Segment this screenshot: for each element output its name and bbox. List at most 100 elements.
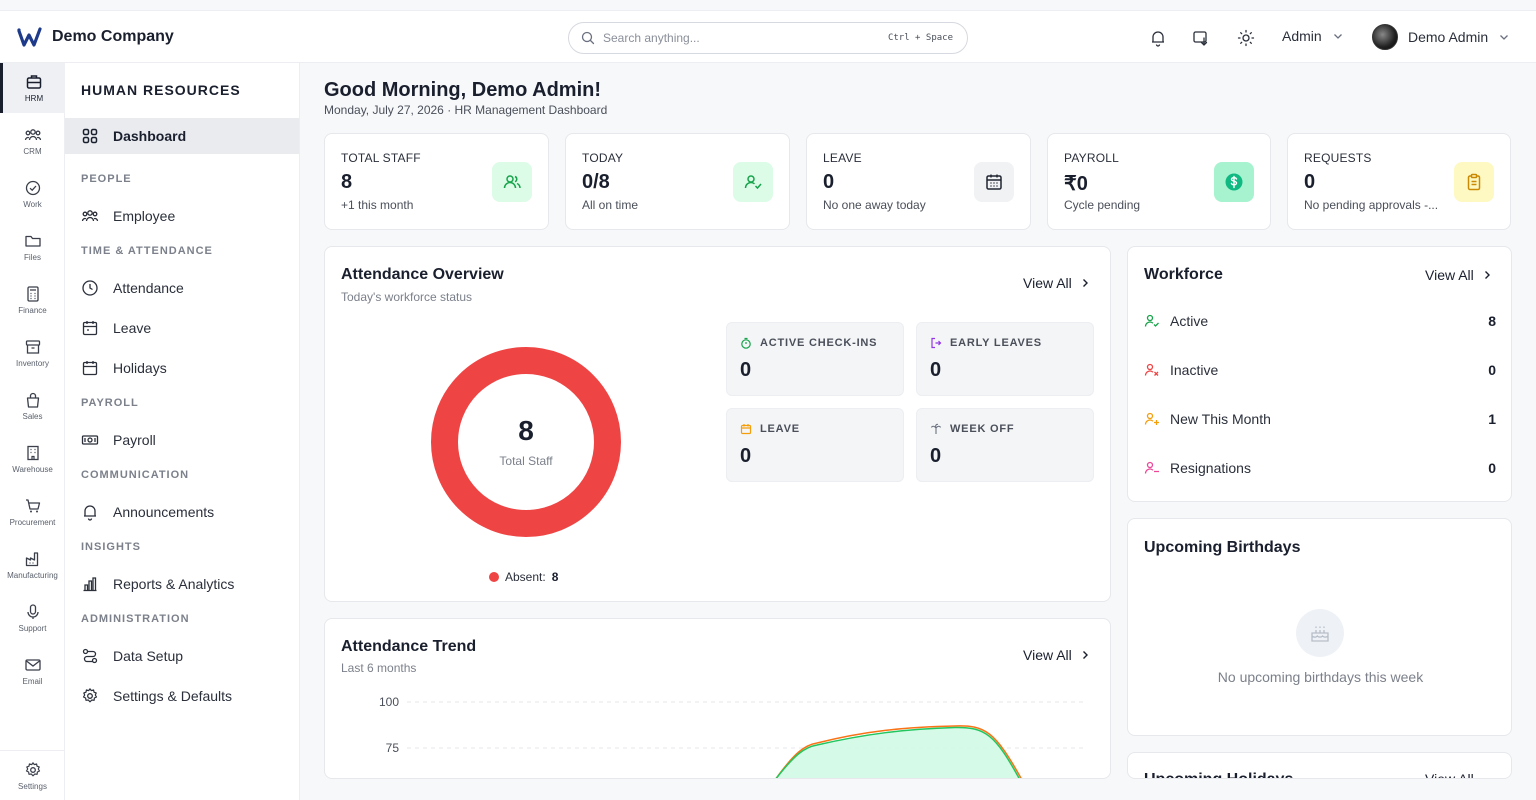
calendar-icon	[82, 321, 98, 336]
tile-value: 0	[740, 359, 752, 381]
stat-value: 0	[1304, 171, 1316, 193]
stat-label: LEAVE	[823, 151, 862, 165]
cake-icon	[1296, 609, 1344, 657]
workforce-row-resignations[interactable]: Resignations 0	[1144, 456, 1496, 480]
search-icon	[581, 31, 595, 45]
rail-label: Work	[23, 200, 42, 209]
sidebar-item-leave[interactable]: Leave	[65, 310, 299, 346]
rail-item-settings[interactable]: Settings	[0, 751, 65, 800]
chevron-down-icon	[1333, 34, 1342, 39]
tile-active-checkins[interactable]: ACTIVE CHECK-INS 0	[726, 322, 904, 396]
empty-state-text: No upcoming birthdays this week	[1217, 669, 1424, 685]
sidebar-item-announcements[interactable]: Announcements	[65, 494, 299, 530]
view-all-label: View All	[1425, 267, 1474, 283]
stopwatch-icon	[741, 337, 751, 349]
sidebar-item-reports[interactable]: Reports & Analytics	[65, 566, 299, 602]
stat-card-payroll[interactable]: PAYROLL ₹0 Cycle pending	[1047, 133, 1271, 230]
section-people: PEOPLE	[81, 173, 132, 185]
workforce-row-active[interactable]: Active 8	[1144, 309, 1496, 333]
card-title: Upcoming Birthdays	[1144, 539, 1301, 556]
sidebar-item-label: Data Setup	[113, 648, 184, 664]
banknote-icon	[81, 435, 99, 445]
tile-week-off[interactable]: WEEK OFF 0	[916, 408, 1094, 482]
rail-item-email[interactable]: Email	[0, 646, 65, 696]
workforce-label: Resignations	[1170, 460, 1251, 476]
workforce-row-new[interactable]: New This Month 1	[1144, 407, 1496, 431]
section-communication: COMMUNICATION	[81, 469, 190, 481]
stat-card-today[interactable]: TODAY 0/8 All on time	[565, 133, 790, 230]
card-subtitle: Last 6 months	[341, 661, 417, 675]
card-title: Attendance Trend	[341, 638, 477, 655]
sidebar-item-dashboard[interactable]: Dashboard	[65, 118, 299, 154]
sidebar-item-label: Attendance	[113, 280, 184, 296]
donut-label: Total Staff	[499, 454, 553, 468]
tile-value: 0	[740, 445, 752, 467]
search-input[interactable]: Search anything... Ctrl + Space	[568, 22, 968, 54]
rail-label: Procurement	[9, 518, 56, 527]
sidebar-item-employee[interactable]: Employee	[65, 198, 299, 234]
rail-item-work[interactable]: Work	[0, 169, 65, 219]
sidebar-title: HUMAN RESOURCES	[81, 82, 241, 98]
sidebar-item-label: Dashboard	[113, 128, 187, 144]
tile-label: ACTIVE CHECK-INS	[760, 337, 878, 349]
rail-label: HRM	[24, 94, 44, 103]
workforce-row-inactive[interactable]: Inactive 0	[1144, 358, 1496, 382]
building-icon	[26, 445, 39, 461]
download-icon[interactable]	[1191, 28, 1211, 48]
attendance-overview-card: Attendance Overview Today's workforce st…	[324, 246, 1111, 602]
view-all-label: View All	[1023, 275, 1072, 291]
bar-chart-icon	[83, 577, 97, 592]
rail-item-procurement[interactable]: Procurement	[0, 487, 65, 537]
rail-item-sales[interactable]: Sales	[0, 381, 65, 431]
sidebar-item-label: Settings & Defaults	[113, 688, 233, 704]
chevron-down-icon	[1500, 35, 1509, 40]
rail-label: Files	[24, 253, 41, 262]
rail-item-inventory[interactable]: Inventory	[0, 328, 65, 378]
calendar-icon	[740, 424, 752, 435]
view-all-button[interactable]: View All	[1425, 267, 1492, 283]
rail-item-finance[interactable]: Finance	[0, 275, 65, 325]
rail-item-files[interactable]: Files	[0, 222, 65, 272]
stat-label: TOTAL STAFF	[341, 151, 421, 165]
view-all-button[interactable]: View All	[1023, 647, 1090, 663]
stat-value: ₹0	[1064, 173, 1088, 195]
sidebar-item-attendance[interactable]: Attendance	[65, 270, 299, 306]
chevron-right-icon	[1082, 651, 1088, 659]
workforce-label: Inactive	[1170, 362, 1219, 378]
rail-item-hrm[interactable]: HRM	[0, 63, 65, 113]
y-tick-label: 100	[378, 695, 399, 709]
clock-icon	[82, 280, 98, 296]
rail-item-support[interactable]: Support	[0, 593, 65, 643]
rail-item-manufacturing[interactable]: Manufacturing	[0, 540, 65, 590]
user-check-icon	[1144, 314, 1159, 327]
workforce-label: Active	[1170, 313, 1209, 329]
rail-item-warehouse[interactable]: Warehouse	[0, 434, 65, 484]
sidebar-item-data-setup[interactable]: Data Setup	[65, 638, 299, 674]
view-all-button[interactable]: View All	[1023, 275, 1090, 291]
company-logo[interactable]: Demo Company	[16, 26, 174, 48]
stat-card-total-staff[interactable]: TOTAL STAFF 8 +1 this month	[324, 133, 549, 230]
y-tick-label: 75	[385, 741, 399, 755]
sidebar-item-payroll[interactable]: Payroll	[65, 422, 299, 458]
birthdays-card: Upcoming Birthdays No upcoming birthdays…	[1127, 518, 1512, 736]
tile-early-leaves[interactable]: EARLY LEAVES 0	[916, 322, 1094, 396]
user-menu[interactable]: Demo Admin	[1372, 24, 1510, 50]
stat-card-requests[interactable]: REQUESTS 0 No pending approvals -...	[1287, 133, 1511, 230]
sun-icon[interactable]	[1236, 28, 1256, 48]
stat-note: +1 this month	[341, 198, 414, 212]
view-all-button[interactable]: View All	[1425, 771, 1474, 778]
gear-icon	[82, 688, 98, 703]
mail-icon	[24, 659, 41, 671]
clipboard-icon	[1454, 162, 1494, 202]
stat-card-leave[interactable]: LEAVE 0 No one away today	[806, 133, 1031, 230]
role-dropdown[interactable]: Admin	[1282, 28, 1344, 44]
page-subtitle: Monday, July 27, 2026 · HR Management Da…	[324, 103, 608, 117]
sidebar-item-settings[interactable]: Settings & Defaults	[65, 678, 299, 714]
rail-item-crm[interactable]: CRM	[0, 116, 65, 166]
sidebar-item-holidays[interactable]: Holidays	[65, 350, 299, 386]
bell-icon[interactable]	[1148, 28, 1168, 48]
tile-label: LEAVE	[760, 423, 800, 435]
tile-leave[interactable]: LEAVE 0	[726, 408, 904, 482]
donut-slice-absent[interactable]	[431, 347, 621, 537]
search-placeholder: Search anything...	[603, 31, 700, 45]
